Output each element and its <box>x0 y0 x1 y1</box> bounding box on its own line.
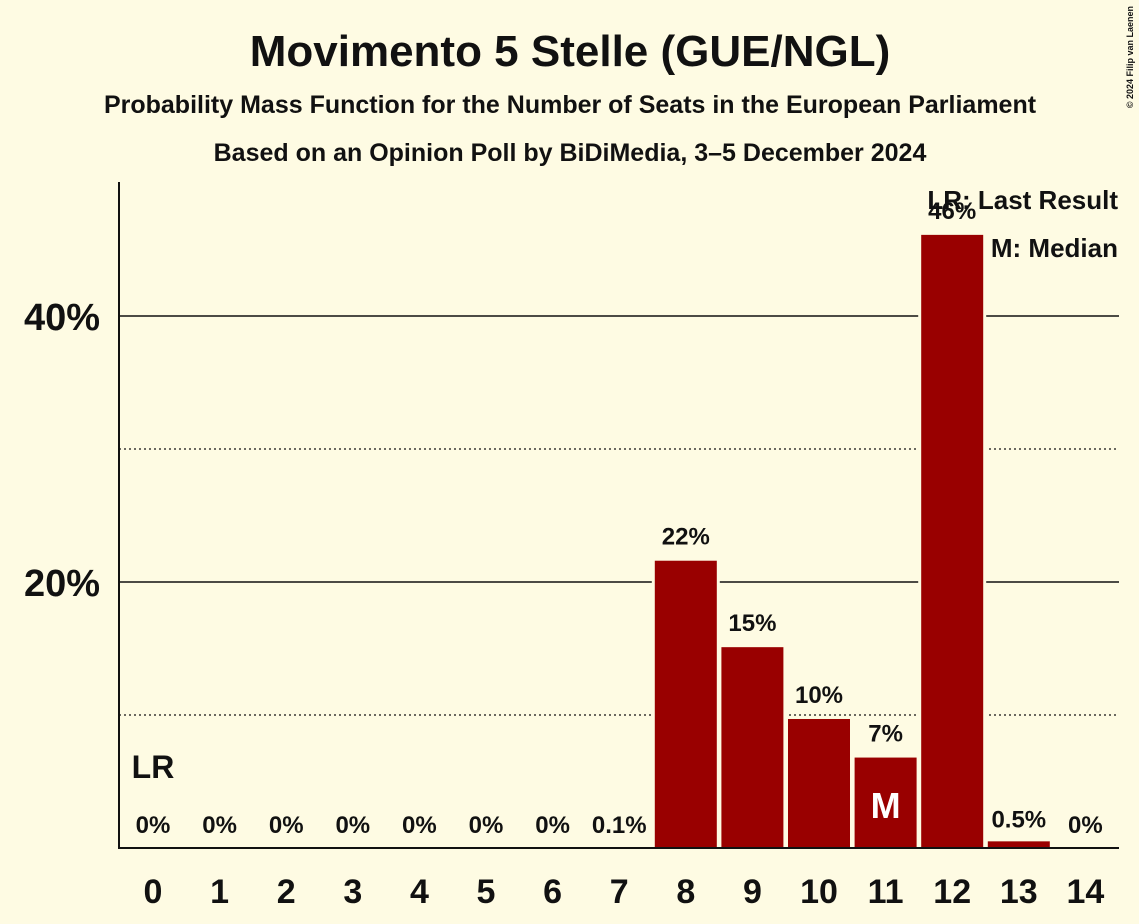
value-label: 46% <box>928 198 976 225</box>
value-label: 7% <box>868 721 903 748</box>
bar <box>721 647 784 847</box>
y-tick-label: 40% <box>24 297 100 339</box>
value-label: 22% <box>662 524 710 551</box>
x-tick-label: 13 <box>1000 873 1038 911</box>
chart-subtitle: Probability Mass Function for the Number… <box>104 91 1037 119</box>
value-label: 0% <box>469 812 504 839</box>
value-label: 0% <box>1068 812 1103 839</box>
x-tick-label: 5 <box>477 873 496 911</box>
value-label: 10% <box>795 682 843 709</box>
x-tick-label: 3 <box>343 873 362 911</box>
x-tick-label: 6 <box>543 873 562 911</box>
chart-title: Movimento 5 Stelle (GUE/NGL) <box>250 27 891 76</box>
x-tick-label: 11 <box>868 873 904 911</box>
value-label: 0% <box>269 812 304 839</box>
bar <box>987 841 1050 847</box>
bars <box>651 234 1053 848</box>
value-label: 0% <box>402 812 437 839</box>
bar <box>788 718 850 847</box>
last-result-marker: LR <box>132 749 175 785</box>
x-tick-label: 1 <box>210 873 229 911</box>
bar <box>854 757 917 847</box>
median-marker: M <box>871 785 901 826</box>
x-tick-label: 9 <box>743 873 762 911</box>
value-label: 0.1% <box>592 812 647 839</box>
x-tick-label: 14 <box>1066 873 1104 911</box>
value-label: 0.5% <box>991 806 1046 833</box>
labels: 0%00%10%20%30%40%50%60.1%722%815%910%107… <box>132 198 1105 911</box>
legend-median: M: Median <box>991 233 1118 263</box>
value-label: 0% <box>136 812 171 839</box>
bar <box>921 234 984 847</box>
bar <box>654 560 717 847</box>
legend-last-result: LR: Last Result <box>927 185 1118 215</box>
value-label: 0% <box>535 812 570 839</box>
x-tick-label: 2 <box>277 873 296 911</box>
chart-subtitle-poll: Based on an Opinion Poll by BiDiMedia, 3… <box>214 139 927 167</box>
y-tick-label: 20% <box>24 563 100 605</box>
x-tick-label: 7 <box>610 873 629 911</box>
x-tick-label: 10 <box>800 873 838 911</box>
value-label: 15% <box>728 610 776 637</box>
x-tick-label: 0 <box>144 873 163 911</box>
value-label: 0% <box>202 812 237 839</box>
copyright-notice: © 2024 Filip van Laenen <box>1125 6 1135 108</box>
x-tick-label: 4 <box>410 873 429 911</box>
x-tick-label: 8 <box>676 873 695 911</box>
value-label: 0% <box>335 812 370 839</box>
x-tick-label: 12 <box>933 873 971 911</box>
